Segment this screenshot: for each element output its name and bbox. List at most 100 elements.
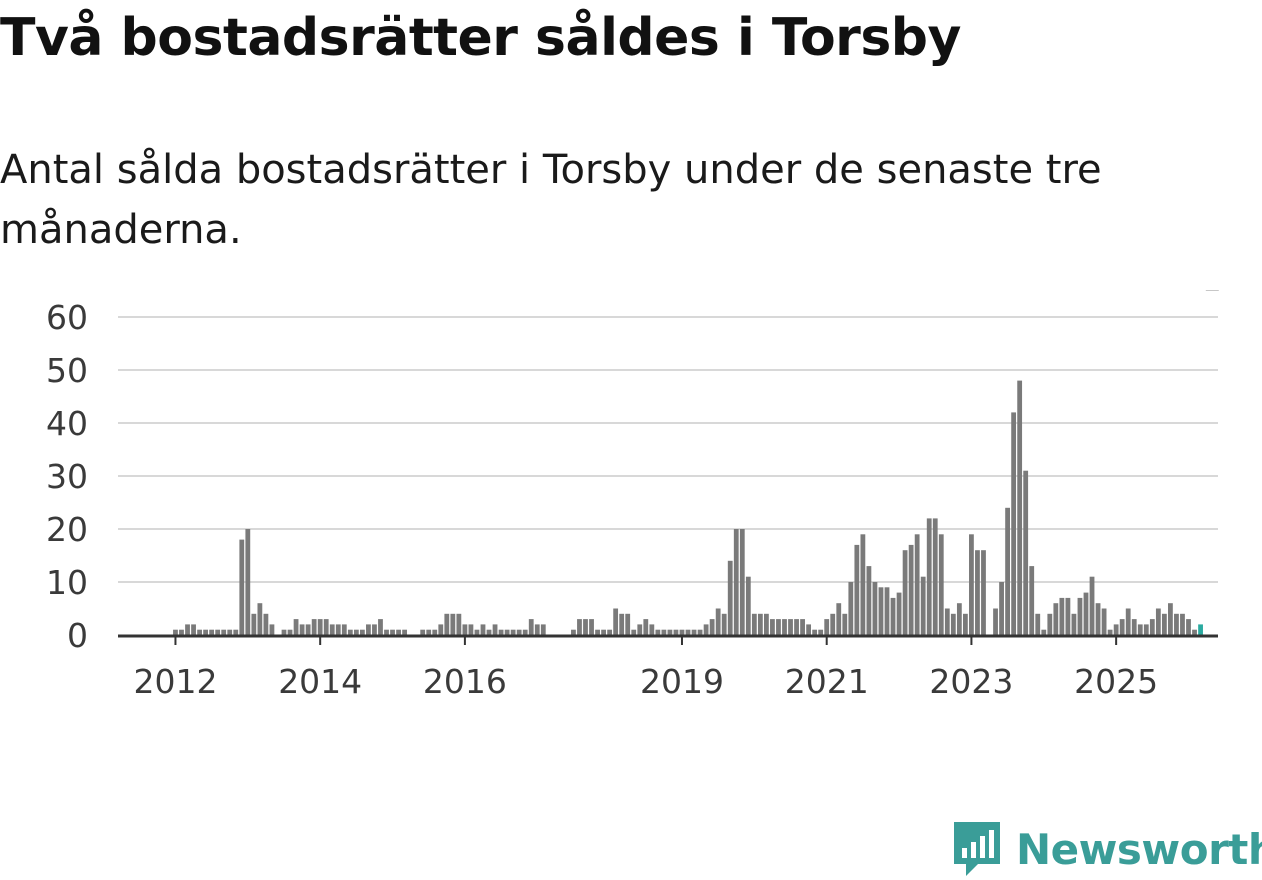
bar (914, 534, 920, 635)
bar (1113, 624, 1119, 635)
bar (830, 613, 836, 635)
bar (1011, 412, 1017, 635)
bar (311, 619, 317, 635)
bar (806, 624, 812, 635)
bar (920, 576, 926, 635)
bar (649, 624, 655, 635)
bar (1125, 608, 1131, 635)
bar (800, 619, 805, 635)
bar (534, 624, 540, 635)
bar (896, 592, 902, 635)
bar (1155, 608, 1161, 635)
bar (884, 587, 890, 635)
bar (764, 613, 769, 635)
last-value-label: 2 (1204, 290, 1222, 297)
bar (402, 629, 407, 635)
bar (233, 629, 239, 635)
bar (299, 624, 305, 635)
bar (794, 619, 799, 635)
bar (878, 587, 884, 635)
bar (860, 534, 866, 635)
x-axis-ticks: 2012 2014 2016 2019 2021 2023 2025 (133, 637, 1158, 701)
bar (510, 629, 516, 635)
bar (1053, 603, 1059, 635)
bar (727, 560, 733, 635)
bar (263, 613, 269, 635)
bar (613, 608, 619, 635)
y-tick-label: 20 (46, 510, 88, 549)
bar (703, 624, 709, 635)
bar (492, 624, 498, 635)
gridlines (118, 316, 1218, 583)
bar (353, 629, 359, 635)
bar (390, 629, 395, 635)
bar (251, 613, 257, 635)
bar (215, 629, 221, 635)
bar (661, 629, 667, 635)
bar (673, 629, 679, 635)
bar (950, 613, 956, 635)
bar (697, 629, 703, 635)
bar (1143, 624, 1149, 635)
bar (293, 619, 299, 635)
bar (221, 629, 227, 635)
bar (378, 619, 383, 635)
bar (824, 619, 830, 635)
bar (637, 624, 643, 635)
bar (902, 550, 908, 635)
y-axis-ticks: 0 10 20 30 40 50 60 (46, 298, 88, 655)
bar (999, 582, 1004, 635)
bar (185, 624, 190, 635)
bar (438, 624, 444, 635)
bar (257, 603, 263, 635)
y-tick-label: 40 (46, 404, 88, 443)
bar (788, 619, 793, 635)
y-tick-label: 50 (46, 351, 88, 390)
bar (679, 629, 685, 635)
value-labels: 2 (1204, 290, 1222, 297)
bar (655, 629, 661, 635)
bar (462, 624, 468, 635)
bar (1023, 470, 1029, 635)
bar (1180, 613, 1185, 635)
bar (1174, 613, 1179, 635)
bar (571, 629, 576, 635)
bar (197, 629, 202, 635)
bar (504, 629, 510, 635)
bar (1035, 613, 1041, 635)
bar (757, 613, 763, 635)
bar (836, 603, 842, 635)
bar (1095, 603, 1101, 635)
bar (981, 550, 986, 635)
bar (1017, 380, 1023, 635)
bar (1059, 597, 1065, 635)
bar (203, 629, 209, 635)
bar (956, 603, 962, 635)
bar (323, 619, 329, 635)
bar (932, 518, 938, 635)
bar (474, 629, 480, 635)
bar (607, 629, 613, 635)
bar (938, 534, 944, 635)
bar (926, 518, 932, 635)
bar (498, 629, 504, 635)
bar (733, 529, 739, 635)
bar (359, 629, 365, 635)
bar (191, 624, 196, 635)
bar (384, 629, 389, 635)
bar (1089, 576, 1095, 635)
bar (685, 629, 691, 635)
bar (420, 629, 426, 635)
chart-subtitle: Antal sålda bostadsrätter i Torsby under… (0, 147, 1102, 253)
bar (818, 629, 824, 635)
bar (347, 629, 353, 635)
bar (601, 629, 606, 635)
bars (173, 380, 1203, 635)
newsworthy-logo[interactable]: Newsworthy (952, 818, 1262, 880)
bar (993, 608, 998, 635)
bar (854, 544, 860, 635)
bar (842, 613, 848, 635)
bar (782, 619, 787, 635)
bar (715, 608, 721, 635)
bar (739, 529, 745, 635)
